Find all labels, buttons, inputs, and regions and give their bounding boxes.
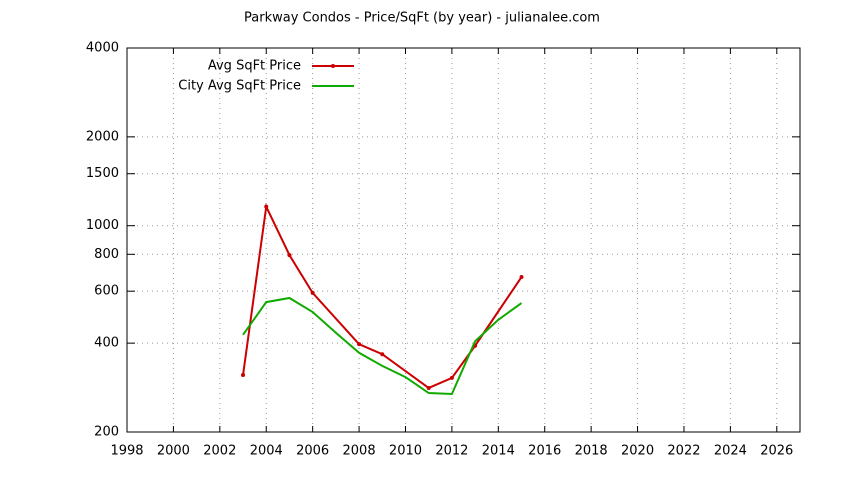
x-tick-label: 2006: [296, 444, 329, 459]
x-tick-label: 2010: [389, 444, 422, 459]
y-tick-label: 400: [94, 336, 119, 351]
legend-label: Avg SqFt Price: [208, 59, 301, 74]
y-tick-label: 2000: [86, 129, 119, 144]
x-tick-label: 2024: [714, 444, 747, 459]
y-tick-label: 1500: [86, 166, 119, 181]
x-tick-label: 1998: [110, 444, 143, 459]
x-tick-label: 2016: [528, 444, 561, 459]
y-tick-label: 800: [94, 247, 119, 262]
y-tick-label: 4000: [86, 41, 119, 56]
point: [357, 342, 362, 347]
point: [264, 204, 269, 209]
x-tick-label: 2018: [575, 444, 608, 459]
series-line: [242, 296, 523, 396]
x-tick-label: 2004: [250, 444, 283, 459]
legend-label: City Avg SqFt Price: [178, 79, 301, 94]
x-tick-label: 2000: [157, 444, 190, 459]
y-tick-label: 600: [94, 284, 119, 299]
plot-frame: [126, 47, 801, 433]
x-tick-label: 2020: [621, 444, 654, 459]
y-tick-label: 1000: [86, 218, 119, 233]
x-tick-label: 2008: [343, 444, 376, 459]
point: [310, 290, 315, 295]
x-tick-label: 2026: [760, 444, 793, 459]
point: [426, 385, 431, 390]
x-tick-label: 2022: [667, 444, 700, 459]
y-tick-label: 200: [94, 425, 119, 440]
legend-marker: [331, 64, 335, 68]
x-tick-label: 2002: [203, 444, 236, 459]
x-tick-label: 2014: [482, 444, 515, 459]
series-line: [242, 203, 523, 390]
point: [380, 352, 385, 357]
chart-title: Parkway Condos - Price/SqFt (by year) - …: [244, 11, 600, 26]
point: [519, 275, 524, 280]
point: [241, 372, 246, 377]
x-tick-label: 2012: [435, 444, 468, 459]
point: [449, 375, 454, 380]
point: [287, 253, 292, 258]
